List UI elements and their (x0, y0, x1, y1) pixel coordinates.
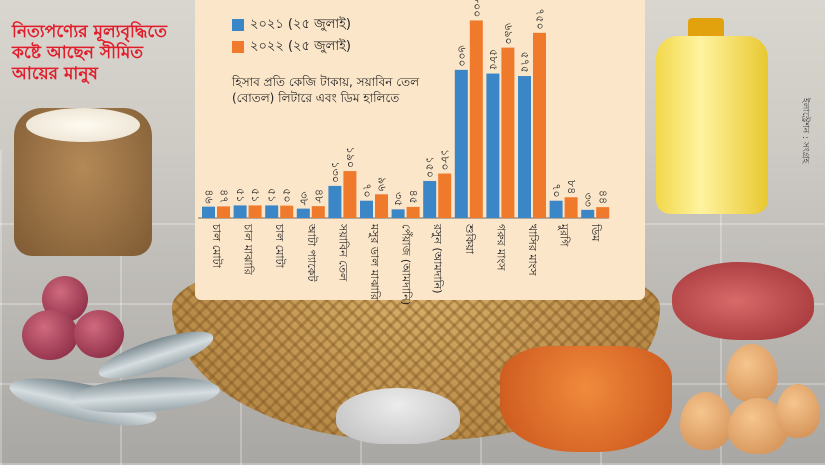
bar-value-label: ১৩০ (329, 161, 342, 182)
legend-label-2022: ২০২২ (২৫ জুলাই) (250, 38, 351, 54)
legend-swatch-2022 (232, 41, 244, 53)
bar-value-label: ৩৩ (582, 193, 595, 207)
bar-value-label: ৪৮ (312, 189, 325, 203)
bar-2021 (423, 180, 437, 218)
category-label: চাল মোটা (273, 223, 286, 269)
soybean-oil-bottle-image (656, 36, 768, 214)
category-label: ডিম (589, 223, 602, 242)
bar-2022 (501, 47, 515, 218)
headline: নিত্যপণ্যের মূল্যবৃদ্ধিতে কষ্টে আছেন সীম… (12, 22, 167, 84)
bar-2021 (518, 76, 531, 218)
bar-2021 (486, 73, 500, 218)
category-label: খাসির মাংস (526, 224, 539, 276)
category-label: পেঁয়াজ (আমদানি) (400, 224, 414, 305)
chart-legend: ২০২১ (২৫ জুলাই) ২০২২ (২৫ জুলাই) (232, 14, 351, 58)
category-label: রসুন (আমদানি) (431, 223, 444, 294)
bar-value-label: ৫০ (281, 188, 294, 202)
egg-image (680, 392, 732, 450)
bar-value-label: ৪৭ (218, 189, 231, 203)
bar-2021 (328, 185, 342, 218)
category-label: শুকিয়া (463, 223, 476, 255)
onion-image (22, 310, 78, 360)
bar-2021 (202, 206, 215, 218)
bar-2022 (280, 205, 294, 218)
bar-value-label: ৩৮ (297, 191, 310, 205)
bar-value-label: ১৫০ (424, 157, 437, 178)
bar-value-label: ৫৮৫ (487, 49, 500, 70)
bar-value-label: ৬৯০ (502, 23, 515, 44)
category-label: সয়াবিন তেল (336, 223, 349, 282)
onion-image (74, 310, 124, 358)
bar-2021 (581, 209, 595, 218)
bar-2022 (469, 20, 483, 219)
bar-value-label: ১৯০ (344, 147, 357, 168)
flour-bowl-image (336, 388, 460, 444)
beef-image (672, 262, 814, 340)
bar-value-label: ৭০ (361, 183, 374, 197)
egg-image (726, 344, 778, 402)
bar-value-label: ৮০০ (470, 0, 483, 17)
bar-2022 (406, 206, 420, 218)
bar-value-label: ৫১ (266, 188, 279, 202)
bar-2022 (564, 197, 578, 218)
bar-2021 (233, 205, 247, 218)
category-label: চাল মোটা (210, 223, 223, 269)
bar-2022 (375, 194, 388, 218)
legend-item-2021: ২০২১ (২৫ জুলাই) (232, 14, 351, 36)
bar-2021 (265, 205, 279, 218)
bar-value-label: ৭৫০ (534, 8, 547, 29)
bar-value-label: ৬০০ (455, 45, 468, 66)
category-label: মসুর ডাল মাঝারি (368, 223, 381, 301)
lentil-bowl-image (500, 346, 672, 452)
legend-label-2021: ২০২১ (২৫ জুলাই) (250, 16, 351, 32)
bar-2022 (438, 173, 452, 218)
bar-value-label: ৩৫ (392, 192, 405, 206)
chart-unit-note: হিসাব প্রতি কেজি টাকায়, সয়াবিন তেল (বো… (232, 75, 420, 105)
chart-panel (195, 0, 645, 300)
legend-item-2022: ২০২২ (২৫ জুলাই) (232, 36, 351, 58)
bar-value-label: ৪৬ (203, 189, 216, 203)
bar-value-label: ৫৭৫ (519, 52, 532, 73)
egg-image (776, 384, 820, 438)
bar-2022 (248, 205, 262, 218)
bar-value-label: ৭০ (550, 183, 563, 197)
bar-2022 (596, 207, 610, 218)
bar-2021 (296, 208, 310, 218)
category-label: মুরগি (558, 223, 571, 247)
category-label: আটা প্যাকেট (305, 223, 318, 282)
bar-2022 (343, 171, 357, 218)
category-label: গরুর মাংস (494, 224, 507, 271)
bar-2022 (311, 206, 325, 218)
bar-2021 (391, 209, 405, 218)
bar-value-label: ১৮০ (439, 149, 452, 170)
legend-swatch-2021 (232, 19, 244, 31)
bar-value-label: ৫১ (249, 188, 262, 202)
bar-value-label: ৪৪ (597, 190, 610, 204)
bar-2021 (549, 200, 563, 218)
bar-value-label: ৫১ (234, 188, 247, 202)
image-credit: ইলাস্ট্রেশন : সংগ্রহ (800, 98, 810, 164)
bar-2021 (360, 200, 373, 218)
bar-value-label: ৮৪ (565, 180, 578, 194)
bar-value-label: ৯৬ (376, 177, 389, 191)
rice-grains-image (26, 108, 140, 142)
bar-2022 (217, 206, 230, 218)
bar-2021 (454, 69, 468, 218)
bar-value-label: ৪৫ (407, 190, 420, 204)
category-label: চাল মাঝারি (242, 223, 255, 276)
bar-2022 (533, 32, 546, 218)
